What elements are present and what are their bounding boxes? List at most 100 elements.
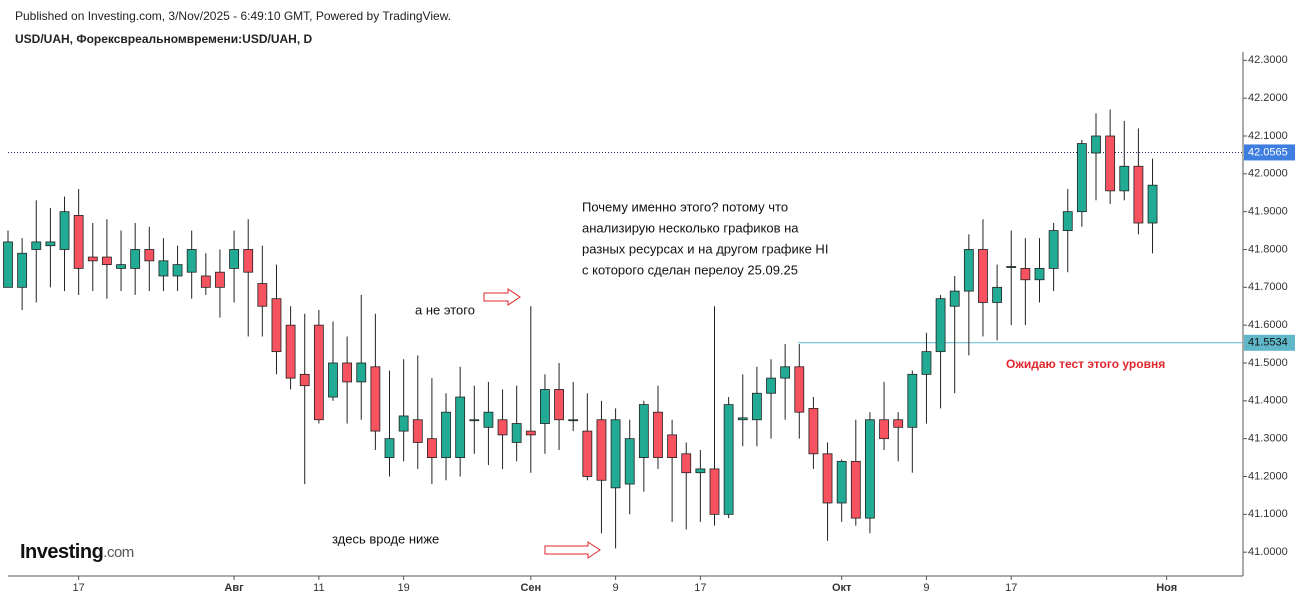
y-tick-label: 42.0000 — [1248, 168, 1288, 180]
candle-body — [780, 366, 791, 379]
candle-body — [822, 453, 833, 504]
candle-body — [130, 249, 141, 269]
candle-body — [398, 415, 409, 432]
candle-body — [582, 430, 593, 477]
x-tick-label: 17 — [73, 582, 85, 594]
x-tick-label: Авг — [224, 582, 244, 594]
candle-body — [243, 249, 254, 273]
candle-body — [723, 404, 734, 515]
candle-body — [313, 324, 324, 421]
candle-body — [469, 419, 480, 422]
candle-body — [31, 241, 42, 250]
candle-body — [596, 419, 607, 481]
y-tick-label: 41.5000 — [1248, 357, 1288, 369]
candle-body — [3, 241, 13, 288]
note-block: Почему именно этого? потому что анализиру… — [582, 199, 828, 277]
candle-body — [1062, 211, 1073, 231]
note-line: Почему именно этого? потому что — [582, 199, 788, 214]
candle-body — [271, 298, 282, 353]
candle-body — [681, 453, 692, 474]
candle-body — [102, 256, 112, 266]
candle-body — [1133, 165, 1144, 224]
candle-body — [935, 298, 946, 353]
candle-body — [497, 419, 508, 436]
source-line: Published on Investing.com, 3/Nov/2025 -… — [15, 9, 451, 23]
annotation: а не этого — [415, 302, 475, 317]
y-tick-label: 41.8000 — [1248, 243, 1288, 255]
candle-body — [865, 419, 875, 519]
candle-body — [737, 417, 748, 421]
candle-body — [963, 249, 974, 292]
candle-body — [1006, 266, 1017, 268]
candle-body — [568, 419, 579, 422]
level-label: 41.5534 — [1248, 337, 1288, 349]
y-tick-label: 41.0000 — [1248, 546, 1288, 558]
candle-body — [1034, 268, 1045, 281]
y-tick-label: 42.1000 — [1248, 130, 1288, 142]
y-tick-label: 42.3000 — [1248, 54, 1288, 66]
brand-logo: Investing.com — [20, 541, 134, 563]
candle-body — [1147, 184, 1158, 224]
candle-body — [1091, 135, 1101, 154]
candle-body — [1105, 135, 1116, 192]
candle-body — [483, 411, 494, 428]
candle-body — [907, 373, 918, 428]
y-tick-label: 41.7000 — [1248, 281, 1288, 293]
candle-body — [808, 407, 819, 455]
x-tick-label: 9 — [923, 582, 929, 594]
candle-body — [893, 419, 904, 428]
candle-body — [949, 290, 960, 307]
candle-body — [610, 419, 621, 489]
y-tick-label: 41.1000 — [1248, 508, 1288, 520]
candle-body — [45, 241, 56, 247]
x-tick-label: 9 — [613, 582, 619, 594]
candle-body — [455, 396, 466, 458]
candle-body — [836, 460, 847, 504]
candle-body — [144, 249, 155, 262]
x-tick-label: Окт — [832, 582, 852, 594]
candle-body — [342, 362, 353, 383]
candle-body — [229, 249, 239, 269]
x-tick-label: 11 — [313, 582, 324, 594]
y-tick-label: 41.3000 — [1248, 433, 1288, 445]
candle-body — [978, 249, 988, 303]
candle-body — [215, 271, 225, 288]
candle-body — [554, 389, 564, 421]
x-tick-label: Ноя — [1156, 582, 1177, 594]
candle-body — [412, 419, 423, 443]
candle-body — [186, 249, 197, 273]
candle-body — [921, 351, 932, 375]
candle-body — [1020, 268, 1031, 281]
y-tick-label: 41.4000 — [1248, 395, 1288, 407]
candle-body — [624, 438, 635, 485]
y-tick-label: 42.2000 — [1248, 92, 1288, 104]
candle-body — [525, 430, 536, 436]
candle-body — [328, 362, 338, 398]
candle-body — [879, 419, 889, 440]
y-tick-label: 41.2000 — [1248, 470, 1288, 482]
annotation: здесь вроде ниже — [332, 531, 439, 546]
last-price-bg — [1244, 144, 1295, 161]
candle-body — [17, 252, 28, 288]
candle-body — [426, 438, 437, 458]
candle-body — [794, 366, 805, 413]
note-line: с которого сделан перелоу 25.09.25 — [582, 262, 798, 277]
candle-body — [356, 362, 367, 383]
candle-body — [751, 392, 762, 421]
candle-body — [87, 256, 98, 262]
candle-body — [1076, 143, 1087, 213]
y-tick-label: 41.9000 — [1248, 206, 1288, 218]
candle-body — [116, 264, 126, 269]
candle-body — [1119, 165, 1130, 192]
candle-body — [158, 260, 169, 277]
candle-body — [511, 423, 522, 443]
x-tick-label: Сен — [520, 582, 541, 594]
chart-title: USD/UAH, Форексвреальномвремени:USD/UAH,… — [15, 32, 313, 46]
y-tick-label: 41.6000 — [1248, 319, 1288, 331]
candle-body — [653, 411, 663, 458]
candle-body — [695, 468, 706, 474]
candle-body — [992, 286, 1002, 303]
candle-body — [1048, 230, 1059, 269]
candle-body — [384, 438, 395, 458]
